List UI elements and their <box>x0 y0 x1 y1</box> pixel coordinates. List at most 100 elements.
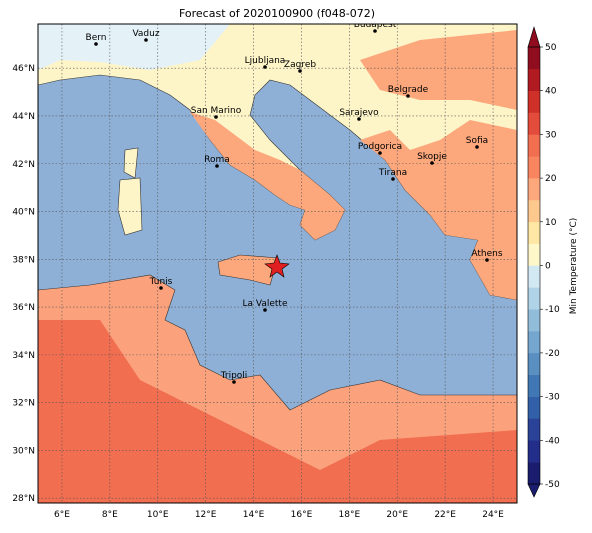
city-dot <box>406 94 410 98</box>
lon-tick-label: 6°E <box>54 510 70 520</box>
lat-tick-label: 32°N <box>12 399 35 409</box>
city-label: Budapest <box>354 20 397 30</box>
sicily <box>217 254 279 286</box>
city-dot <box>263 308 267 312</box>
colorbar-bin <box>528 178 540 201</box>
lat-tick-label: 40°N <box>12 208 35 218</box>
colorbar-bin <box>528 331 540 354</box>
city-label: Roma <box>204 155 230 165</box>
title: Forecast of 2020100900 (f048-072) <box>179 7 375 20</box>
colorbar-bin <box>528 221 540 244</box>
city-label: Belgrade <box>388 85 429 95</box>
lon-tick-label: 16°E <box>291 510 313 520</box>
city-label: Tunis <box>149 277 173 287</box>
colorbar-bin <box>528 265 540 288</box>
city-label: San Marino <box>191 106 242 116</box>
colorbar-label: Min Temperature (°C) <box>569 218 579 315</box>
city-label: Sofia <box>466 136 488 146</box>
alps-cold <box>38 24 230 70</box>
city-label: Zagreb <box>284 60 316 70</box>
lat-tick-label: 46°N <box>12 64 35 74</box>
lat-tick-label: 36°N <box>12 303 35 313</box>
lon-tick-label: 20°E <box>386 510 408 520</box>
city-dot <box>485 258 489 262</box>
city-label: Podgorica <box>358 142 402 152</box>
city-dot <box>215 164 219 168</box>
city-dot <box>298 69 302 73</box>
lon-tick-label: 24°E <box>482 510 504 520</box>
colorbar-bin <box>528 352 540 376</box>
city-label: Bern <box>86 33 107 43</box>
lat-tick-label: 34°N <box>12 351 35 361</box>
city-dot <box>159 286 163 290</box>
city-label: Ljubljana <box>245 56 286 66</box>
city-dot <box>475 145 479 149</box>
city-label: Sarajevo <box>339 108 379 118</box>
colorbar-bin <box>528 418 540 441</box>
colorbar-bin <box>528 90 540 113</box>
colorbar-bin <box>528 309 540 332</box>
colorbar-extend-bottom <box>527 483 541 498</box>
city-dot <box>357 117 361 121</box>
lat-tick-label: 42°N <box>12 160 35 170</box>
colorbar-tick-label: 30 <box>545 130 557 140</box>
colorbar-bin <box>528 112 540 135</box>
forecast-star <box>264 254 290 278</box>
colorbar-tick-label: 20 <box>545 174 557 184</box>
city-dot <box>373 29 377 33</box>
colorbar-bin <box>528 462 540 485</box>
corsica <box>123 147 139 179</box>
city-dot <box>263 65 267 69</box>
lon-tick-label: 10°E <box>147 510 169 520</box>
colorbar-tick-label: -10 <box>545 305 560 315</box>
city-label: Skopje <box>417 152 447 162</box>
city-dot <box>378 151 382 155</box>
warm-north <box>360 30 517 110</box>
colorbar-tick-label: 40 <box>545 87 557 97</box>
city-label: Tripoli <box>220 371 248 381</box>
lon-tick-label: 14°E <box>243 510 265 520</box>
colorbar-tick-label: -50 <box>545 480 560 490</box>
city-dot <box>94 42 98 46</box>
lon-tick-label: 8°E <box>102 510 118 520</box>
colorbar-tick-label: 0 <box>545 262 551 272</box>
lon-tick-label: 22°E <box>434 510 456 520</box>
colorbar-bin <box>528 156 540 179</box>
city-label: Vaduz <box>132 29 159 39</box>
lon-tick-label: 12°E <box>195 510 217 520</box>
lat-tick-label: 30°N <box>12 446 35 456</box>
colorbar-bin <box>528 374 540 397</box>
colorbar-extend-top <box>527 25 541 48</box>
colorbar-tick-label: 10 <box>545 218 557 228</box>
colorbar-tick-label: -20 <box>545 349 560 359</box>
colorbar-tick-label: -40 <box>545 436 560 446</box>
city-label: Tirana <box>378 168 407 178</box>
warm-coast <box>190 112 345 240</box>
warm-balkans <box>360 120 517 300</box>
colorbar-bin <box>528 440 540 463</box>
map-frame <box>37 23 518 504</box>
colorbar-bin <box>528 243 540 266</box>
colorbar-bin <box>528 134 540 157</box>
colorbar-tick-label: -30 <box>545 393 560 403</box>
city-dot <box>214 115 218 119</box>
lat-tick-label: 44°N <box>12 112 35 122</box>
colorbar-bin <box>528 287 540 310</box>
colorbar-bin <box>528 68 540 91</box>
colorbar-bin <box>528 47 540 70</box>
lat-tick-label: 38°N <box>12 255 35 265</box>
lat-tick-label: 28°N <box>12 494 35 504</box>
colorbar-tick-label: 50 <box>545 43 557 53</box>
city-dot <box>391 177 395 181</box>
colorbar-bin <box>528 199 540 223</box>
city-dot <box>144 38 148 42</box>
city-dot <box>430 161 434 165</box>
city-dot <box>232 380 236 384</box>
city-label: La Valette <box>243 299 288 309</box>
lon-tick-label: 18°E <box>339 510 361 520</box>
colorbar-bin <box>528 396 540 419</box>
sardinia <box>117 177 143 236</box>
city-label: Athens <box>471 249 502 259</box>
